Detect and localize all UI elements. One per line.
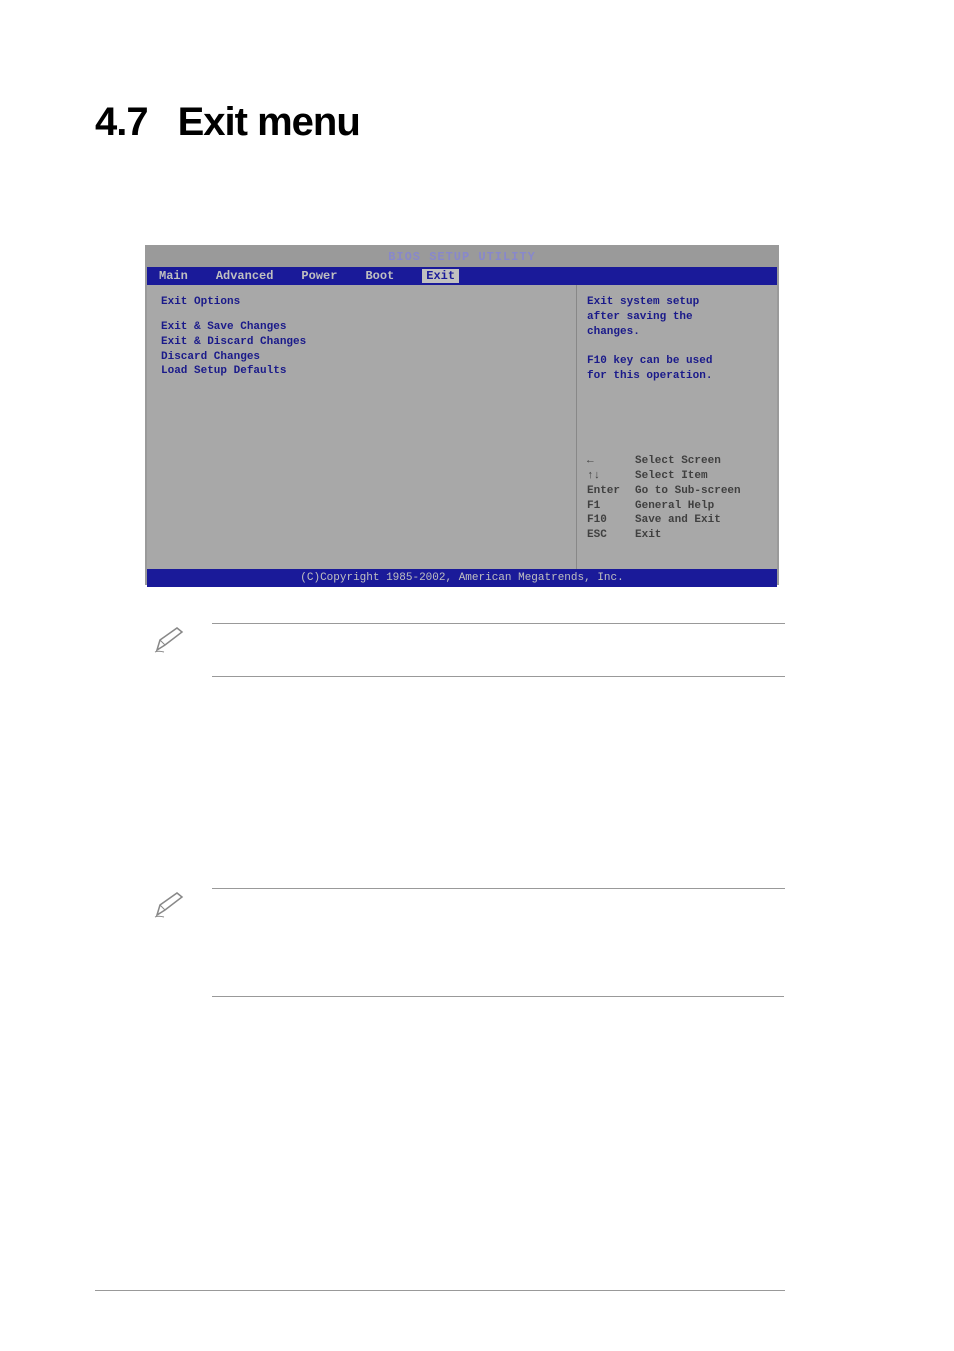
help-line: after saving the	[587, 310, 767, 325]
option-discard-changes: Discard Changes	[161, 350, 562, 365]
arrow-updown-icon: ↑↓	[587, 469, 635, 484]
divider	[95, 1290, 785, 1291]
bios-footer: (C)Copyright 1985-2002, American Megatre…	[147, 569, 777, 587]
page-heading: 4.7 Exit menu	[95, 100, 360, 145]
nav-label: Save and Exit	[635, 513, 721, 528]
arrow-left-icon: ←	[587, 454, 635, 469]
heading-number: 4.7	[95, 100, 148, 144]
pencil-note-icon	[152, 890, 187, 920]
bios-left-panel: Exit Options Exit & Save Changes Exit & …	[147, 285, 577, 569]
divider	[212, 676, 785, 677]
help-line: Exit system setup	[587, 295, 767, 310]
nav-label: Exit	[635, 528, 661, 543]
help-line: for this operation.	[587, 369, 767, 384]
help-line: F10 key can be used	[587, 354, 767, 369]
bios-body: Exit Options Exit & Save Changes Exit & …	[147, 285, 777, 569]
heading-title: Exit menu	[178, 100, 360, 144]
divider	[212, 623, 785, 624]
nav-label: Select Item	[635, 469, 708, 484]
nav-f10: F10	[587, 513, 635, 528]
menu-main: Main	[159, 269, 188, 283]
nav-keys: ←Select Screen ↑↓Select Item EnterGo to …	[587, 454, 767, 543]
menu-exit: Exit	[422, 269, 459, 283]
option-discard-changes-exit: Exit & Discard Changes	[161, 335, 562, 350]
menu-power: Power	[301, 269, 337, 283]
pencil-note-icon	[152, 625, 187, 655]
nav-f1: F1	[587, 499, 635, 514]
option-save-changes: Exit & Save Changes	[161, 320, 562, 335]
nav-label: Select Screen	[635, 454, 721, 469]
nav-esc: ESC	[587, 528, 635, 543]
option-load-defaults: Load Setup Defaults	[161, 364, 562, 379]
bios-title: BIOS SETUP UTILITY	[147, 247, 777, 267]
exit-options-heading: Exit Options	[161, 295, 562, 310]
help-text: Exit system setup after saving the chang…	[587, 295, 767, 384]
nav-label: General Help	[635, 499, 714, 514]
help-line: changes.	[587, 325, 767, 340]
bios-menu-bar: Main Advanced Power Boot Exit	[147, 267, 777, 285]
bios-right-panel: Exit system setup after saving the chang…	[577, 285, 777, 569]
bios-screenshot: BIOS SETUP UTILITY Main Advanced Power B…	[145, 245, 779, 585]
divider	[212, 996, 784, 997]
help-line	[587, 340, 767, 355]
nav-label: Go to Sub-screen	[635, 484, 741, 499]
menu-advanced: Advanced	[216, 269, 274, 283]
nav-enter: Enter	[587, 484, 635, 499]
divider	[212, 888, 785, 889]
menu-boot: Boot	[365, 269, 394, 283]
